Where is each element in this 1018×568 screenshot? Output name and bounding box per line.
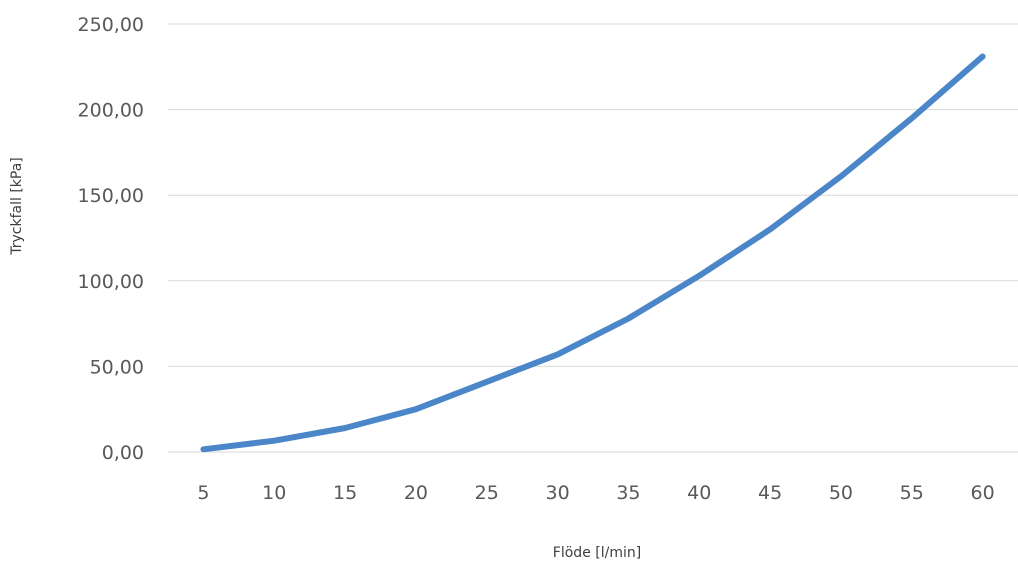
y-tick-label: 50,00	[90, 356, 144, 378]
x-tick-label: 25	[475, 482, 499, 504]
x-tick-label: 30	[545, 482, 569, 504]
x-tick-label: 20	[404, 482, 428, 504]
series-line	[200, 53, 986, 453]
y-axis-title: Tryckfall [kPa]	[9, 157, 25, 256]
x-tick-label: 40	[687, 482, 711, 504]
x-tick-label: 5	[197, 482, 209, 504]
y-tick-label: 0,00	[102, 442, 144, 464]
x-tick-label: 45	[758, 482, 782, 504]
y-tick-label: 150,00	[78, 185, 144, 207]
x-tick-label: 10	[262, 482, 286, 504]
x-tick-label: 60	[970, 482, 994, 504]
x-tick-label: 15	[333, 482, 357, 504]
series-group	[200, 53, 986, 453]
x-axis-title: Flöde [l/min]	[553, 545, 641, 561]
y-tick-label: 250,00	[78, 14, 144, 36]
x-axis-ticks: 5 10 15 20 25 30 35 40 45 50 55 60	[197, 482, 994, 504]
x-tick-label: 35	[616, 482, 640, 504]
y-tick-label: 200,00	[78, 100, 144, 122]
y-axis-ticks: 0,00 50,00 100,00 150,00 200,00 250,00	[78, 14, 144, 464]
gridlines	[168, 23, 1018, 453]
x-tick-label: 55	[900, 482, 924, 504]
x-tick-label: 50	[829, 482, 853, 504]
y-tick-label: 100,00	[78, 271, 144, 293]
